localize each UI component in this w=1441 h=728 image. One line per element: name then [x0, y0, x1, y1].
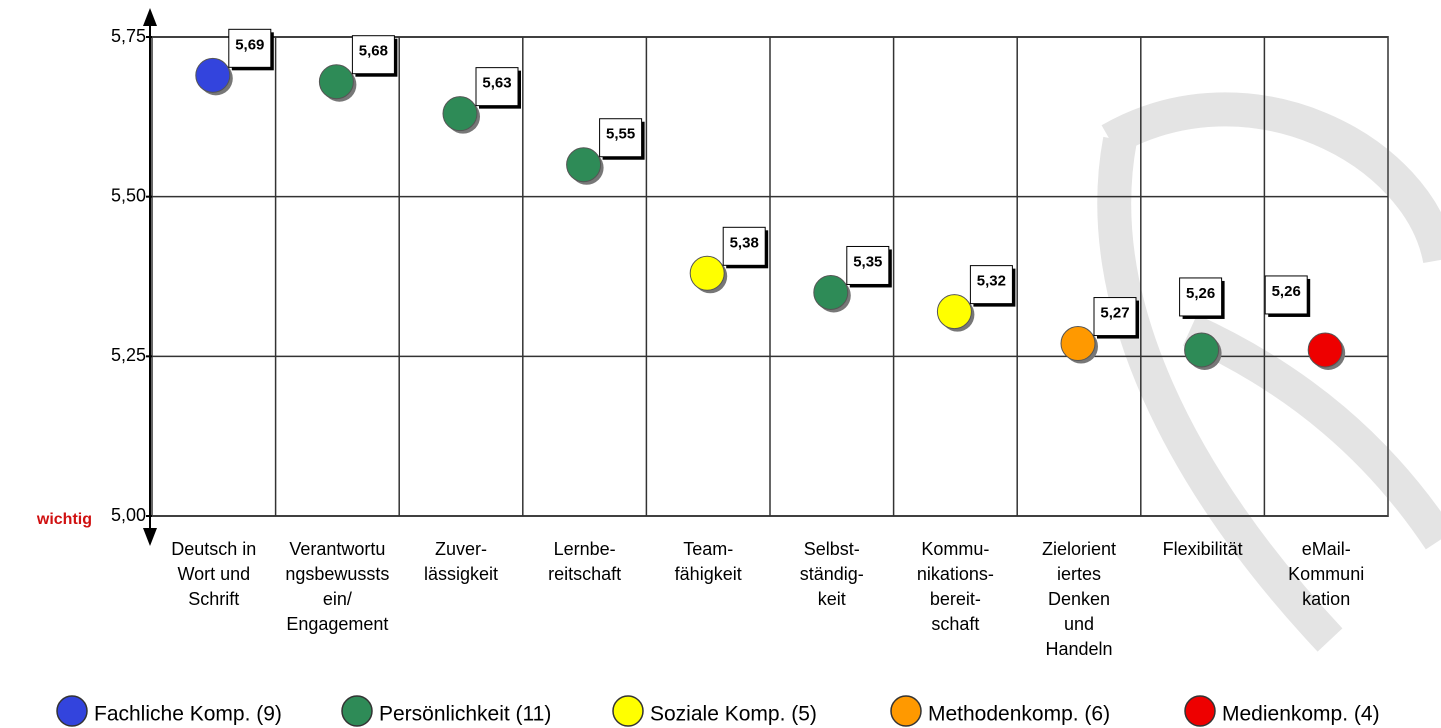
- data-label: 5,38: [730, 234, 759, 251]
- label-box: [351, 35, 395, 75]
- label-box: [1093, 297, 1137, 337]
- dot: [1184, 332, 1220, 368]
- dot: [813, 274, 849, 310]
- data-label: 5,69: [235, 36, 264, 53]
- label-box: [1179, 277, 1223, 317]
- dot: [566, 147, 602, 183]
- x-tick-label: Lernbe-reitschaft: [548, 539, 621, 584]
- axis-arrow: [143, 8, 157, 26]
- y-tick-label: 5,25: [111, 345, 146, 365]
- y-tick-label: 5,00: [111, 505, 146, 525]
- data-label: 5,26: [1186, 285, 1215, 302]
- label-box: [1264, 275, 1308, 315]
- legend-label: Persönlichkeit (11): [379, 703, 551, 726]
- watermark: [1097, 92, 1441, 652]
- legend-swatch: [1184, 695, 1216, 727]
- legend-swatch: [341, 695, 373, 727]
- legend-label: Soziale Komp. (5): [650, 703, 817, 726]
- x-tick-label: Kommu-nikations-bereit-schaft: [917, 539, 994, 634]
- legend-swatch: [890, 695, 922, 727]
- y-tick-label: 5,75: [111, 26, 146, 46]
- x-tick-label: Verantwortu ngsbewussts ein/Engagement: [285, 539, 389, 634]
- legend-label: Fachliche Komp. (9): [94, 703, 282, 726]
- x-tick-label: Flexibilität: [1163, 539, 1243, 559]
- data-label: 5,32: [977, 273, 1006, 290]
- annotation: wichtig: [36, 511, 92, 528]
- dot: [195, 57, 231, 93]
- data-label: 5,35: [853, 253, 882, 270]
- y-tick-label: 5,50: [111, 185, 146, 205]
- x-tick-label: Selbst-ständig-keit: [800, 539, 864, 609]
- x-tick-label: Zielorient iertes Denken und Handeln: [1042, 539, 1116, 659]
- label-box: [846, 245, 890, 285]
- dot: [318, 64, 354, 100]
- x-tick-label: Team-fähigkeit: [675, 539, 742, 584]
- label-box: [969, 265, 1013, 305]
- dot: [1307, 332, 1343, 368]
- data-label: 5,55: [606, 126, 635, 143]
- x-tick-label: Deutsch in Wort und Schrift: [171, 539, 256, 609]
- data-label: 5,26: [1272, 283, 1301, 300]
- legend-label: Methodenkomp. (6): [928, 703, 1110, 726]
- dot: [442, 96, 478, 132]
- dot: [936, 294, 972, 330]
- data-label: 5,27: [1100, 305, 1129, 322]
- x-tick-label: Zuver-lässigkeit: [424, 539, 498, 584]
- x-tick-label: eMail-Kommuni kation: [1288, 539, 1364, 609]
- legend-label: Medienkomp. (4): [1222, 703, 1380, 726]
- label-box: [722, 226, 766, 266]
- label-box: [475, 67, 519, 107]
- data-label: 5,63: [482, 75, 511, 92]
- data-label: 5,68: [359, 43, 388, 60]
- legend-swatch: [612, 695, 644, 727]
- dot: [1060, 326, 1096, 362]
- label-box: [599, 118, 643, 158]
- label-box: [228, 28, 272, 68]
- axis-arrow: [143, 528, 157, 546]
- dot: [689, 255, 725, 291]
- legend-swatch: [56, 695, 88, 727]
